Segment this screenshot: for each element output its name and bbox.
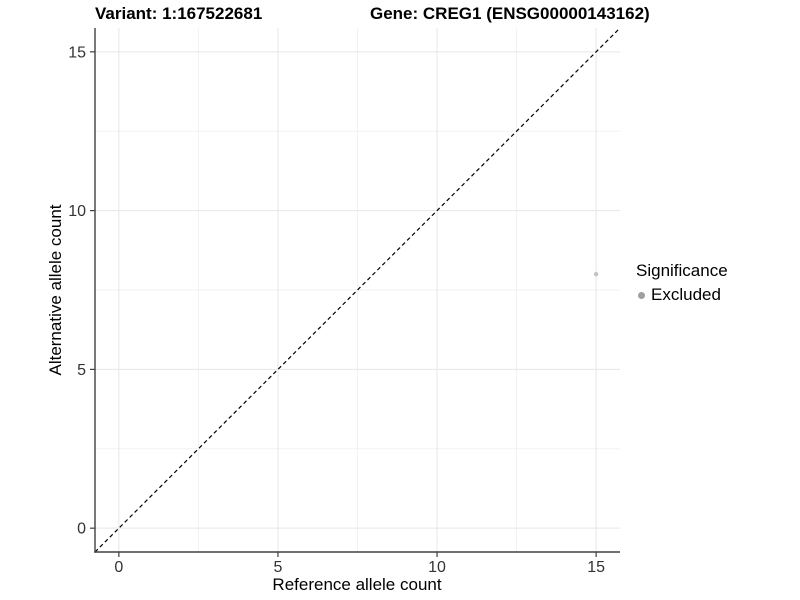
y-tick-label: 5: [77, 362, 86, 379]
plot-title-gene: Gene: CREG1 (ENSG00000143162): [370, 4, 650, 23]
legend-entry: Excluded: [636, 285, 728, 305]
legend-entries: Excluded: [636, 285, 728, 305]
x-tick-label: 15: [587, 559, 605, 576]
x-tick-label: 5: [274, 559, 283, 576]
plot-title-variant: Variant: 1:167522681: [95, 4, 263, 23]
legend-key-dot: [638, 291, 645, 299]
y-tick-label: 15: [68, 44, 86, 61]
y-tick-label: 0: [77, 521, 86, 538]
legend-title: Significance: [636, 261, 728, 280]
legend-entry-label: Excluded: [651, 285, 721, 304]
x-axis-title: Reference allele count: [272, 575, 442, 594]
y-tick-label: 10: [68, 203, 86, 220]
y-axis-title: Alternative allele count: [46, 204, 65, 376]
identity-line: [94, 27, 621, 553]
data-point: [593, 271, 599, 277]
x-tick-label: 10: [428, 559, 446, 576]
x-tick-label: 0: [114, 559, 123, 576]
legend: Significance Excluded: [636, 261, 728, 305]
